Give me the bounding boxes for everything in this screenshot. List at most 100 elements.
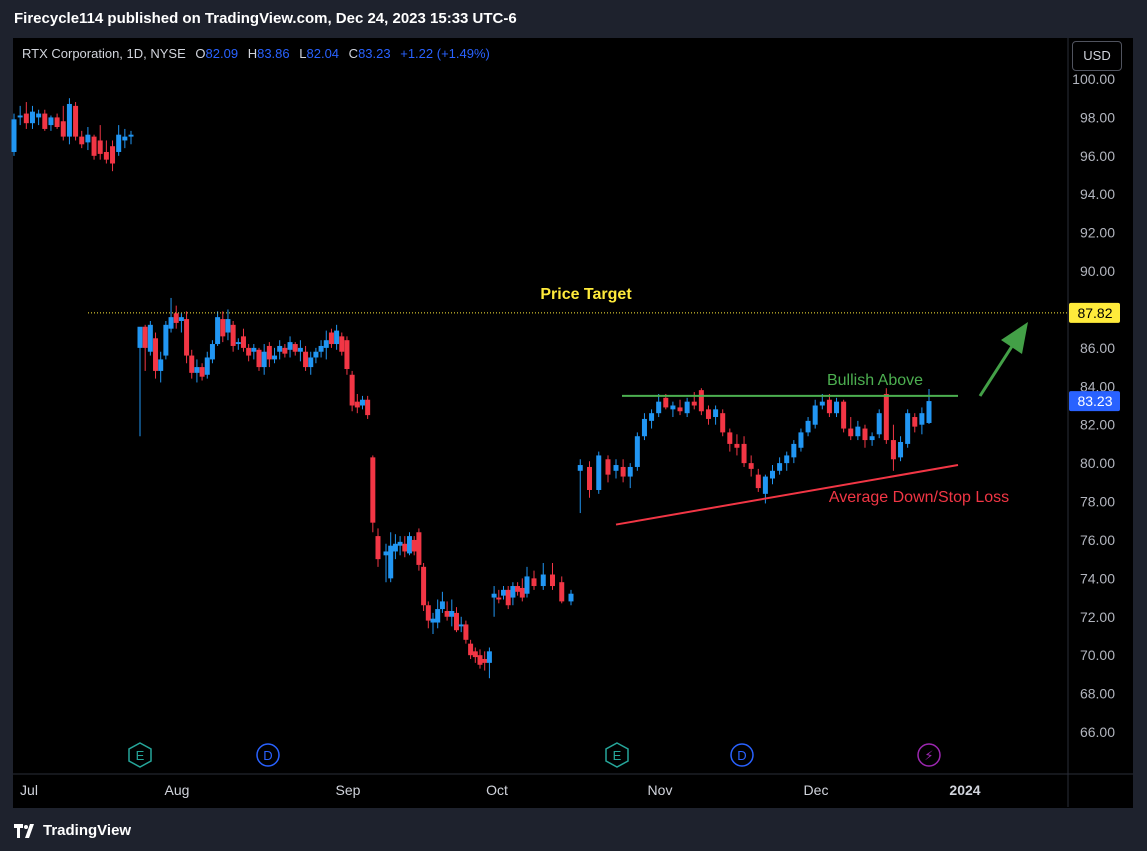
candle bbox=[292, 342, 298, 356]
candle bbox=[334, 324, 340, 350]
candle-body bbox=[641, 418, 647, 437]
candle-body bbox=[147, 324, 153, 352]
currency-button[interactable]: USD bbox=[1072, 41, 1122, 71]
candle bbox=[199, 363, 205, 381]
candle bbox=[251, 344, 257, 360]
candle-body bbox=[425, 605, 431, 621]
candle bbox=[841, 399, 847, 433]
candle bbox=[29, 105, 35, 129]
candle bbox=[677, 399, 683, 416]
publish-info: Firecycle114 published on TradingView.co… bbox=[14, 10, 517, 27]
candle bbox=[698, 388, 704, 416]
candle bbox=[163, 320, 169, 360]
candle bbox=[883, 388, 889, 444]
candle-body bbox=[670, 405, 676, 410]
time-axis[interactable]: Jul Aug Sep Oct Nov Dec 2024 bbox=[13, 773, 1133, 798]
candle bbox=[741, 436, 747, 467]
candle-body bbox=[215, 317, 221, 345]
candle bbox=[641, 413, 647, 441]
candle bbox=[323, 330, 329, 360]
candle-body bbox=[313, 351, 319, 358]
candle-body bbox=[240, 336, 246, 348]
candle bbox=[235, 338, 241, 350]
candle bbox=[770, 465, 775, 485]
price-axis[interactable]: 100.00 98.00 96.00 94.00 92.00 90.00 86.00 84.0… bbox=[1067, 38, 1115, 807]
change-value: +1.22 (+1.49%) bbox=[400, 46, 490, 61]
candle bbox=[318, 340, 324, 358]
candle bbox=[656, 393, 662, 418]
x-tick-label: Dec bbox=[804, 782, 829, 798]
candle-body bbox=[142, 326, 148, 348]
candle-body bbox=[841, 401, 847, 429]
candle bbox=[411, 536, 417, 556]
candle bbox=[531, 570, 537, 590]
candle-body bbox=[805, 420, 811, 433]
y-tick-label: 84.00 bbox=[1080, 378, 1115, 394]
candle bbox=[587, 461, 592, 498]
candle bbox=[194, 359, 200, 383]
candle bbox=[876, 409, 882, 439]
candle-body bbox=[713, 409, 719, 418]
event-label: E bbox=[613, 748, 622, 763]
candle-body bbox=[344, 340, 350, 370]
candle-body bbox=[158, 359, 164, 371]
candle-body bbox=[444, 611, 450, 617]
y-tick-label: 94.00 bbox=[1080, 186, 1115, 202]
candle bbox=[272, 347, 278, 364]
chart-panel[interactable] bbox=[13, 38, 1133, 808]
candle-body bbox=[277, 345, 283, 352]
x-tick-label: Sep bbox=[336, 782, 361, 798]
y-tick-label: 72.00 bbox=[1080, 609, 1115, 625]
candle bbox=[449, 599, 455, 627]
symbol-legend: RTX Corporation, 1D, NYSE O82.09 H83.86 … bbox=[22, 46, 490, 61]
candle bbox=[691, 392, 697, 410]
y-tick-label: 96.00 bbox=[1080, 148, 1115, 164]
symbol-name[interactable]: RTX Corporation, 1D, NYSE bbox=[22, 46, 186, 61]
y-tick-label: 98.00 bbox=[1080, 109, 1115, 125]
candle bbox=[734, 434, 740, 456]
candle-body bbox=[727, 432, 733, 444]
candle bbox=[540, 562, 546, 590]
candle-body bbox=[705, 409, 711, 419]
candle-body bbox=[883, 393, 889, 441]
y-tick-label: 82.00 bbox=[1080, 417, 1115, 433]
high-value: 83.86 bbox=[257, 46, 290, 61]
candle-body bbox=[449, 611, 455, 617]
candle bbox=[748, 455, 754, 477]
candle bbox=[349, 370, 355, 412]
candle-body bbox=[318, 345, 324, 352]
candle bbox=[634, 432, 640, 471]
candle bbox=[784, 451, 790, 471]
tradingview-logo[interactable]: TradingView bbox=[14, 822, 131, 839]
candle-body bbox=[199, 367, 205, 377]
candle-body bbox=[402, 543, 408, 552]
publish-header: Firecycle114 published on TradingView.co… bbox=[0, 0, 1147, 38]
candle-body bbox=[463, 624, 469, 640]
y-tick-label: 74.00 bbox=[1080, 570, 1115, 586]
candle bbox=[85, 127, 91, 151]
candle bbox=[137, 326, 143, 437]
candle bbox=[122, 128, 128, 149]
candle bbox=[834, 397, 840, 418]
bullish-label: Bullish Above bbox=[827, 372, 923, 389]
candle bbox=[519, 578, 525, 602]
candle-body bbox=[365, 399, 371, 416]
candle bbox=[397, 536, 403, 556]
candle-body bbox=[663, 397, 669, 408]
candle-body bbox=[848, 428, 854, 437]
candle bbox=[339, 332, 345, 356]
candle-body bbox=[734, 443, 740, 448]
candle bbox=[805, 417, 811, 437]
candle-body bbox=[370, 457, 376, 523]
candle-body bbox=[741, 443, 747, 464]
y-tick-label: 68.00 bbox=[1080, 686, 1115, 702]
candle-body bbox=[568, 593, 574, 602]
candle-body bbox=[439, 601, 445, 610]
candle bbox=[486, 647, 492, 679]
candle-body bbox=[375, 536, 381, 560]
candle-body bbox=[411, 539, 417, 552]
candle-body bbox=[505, 589, 511, 606]
candle-body bbox=[748, 463, 754, 469]
candle bbox=[577, 459, 583, 514]
